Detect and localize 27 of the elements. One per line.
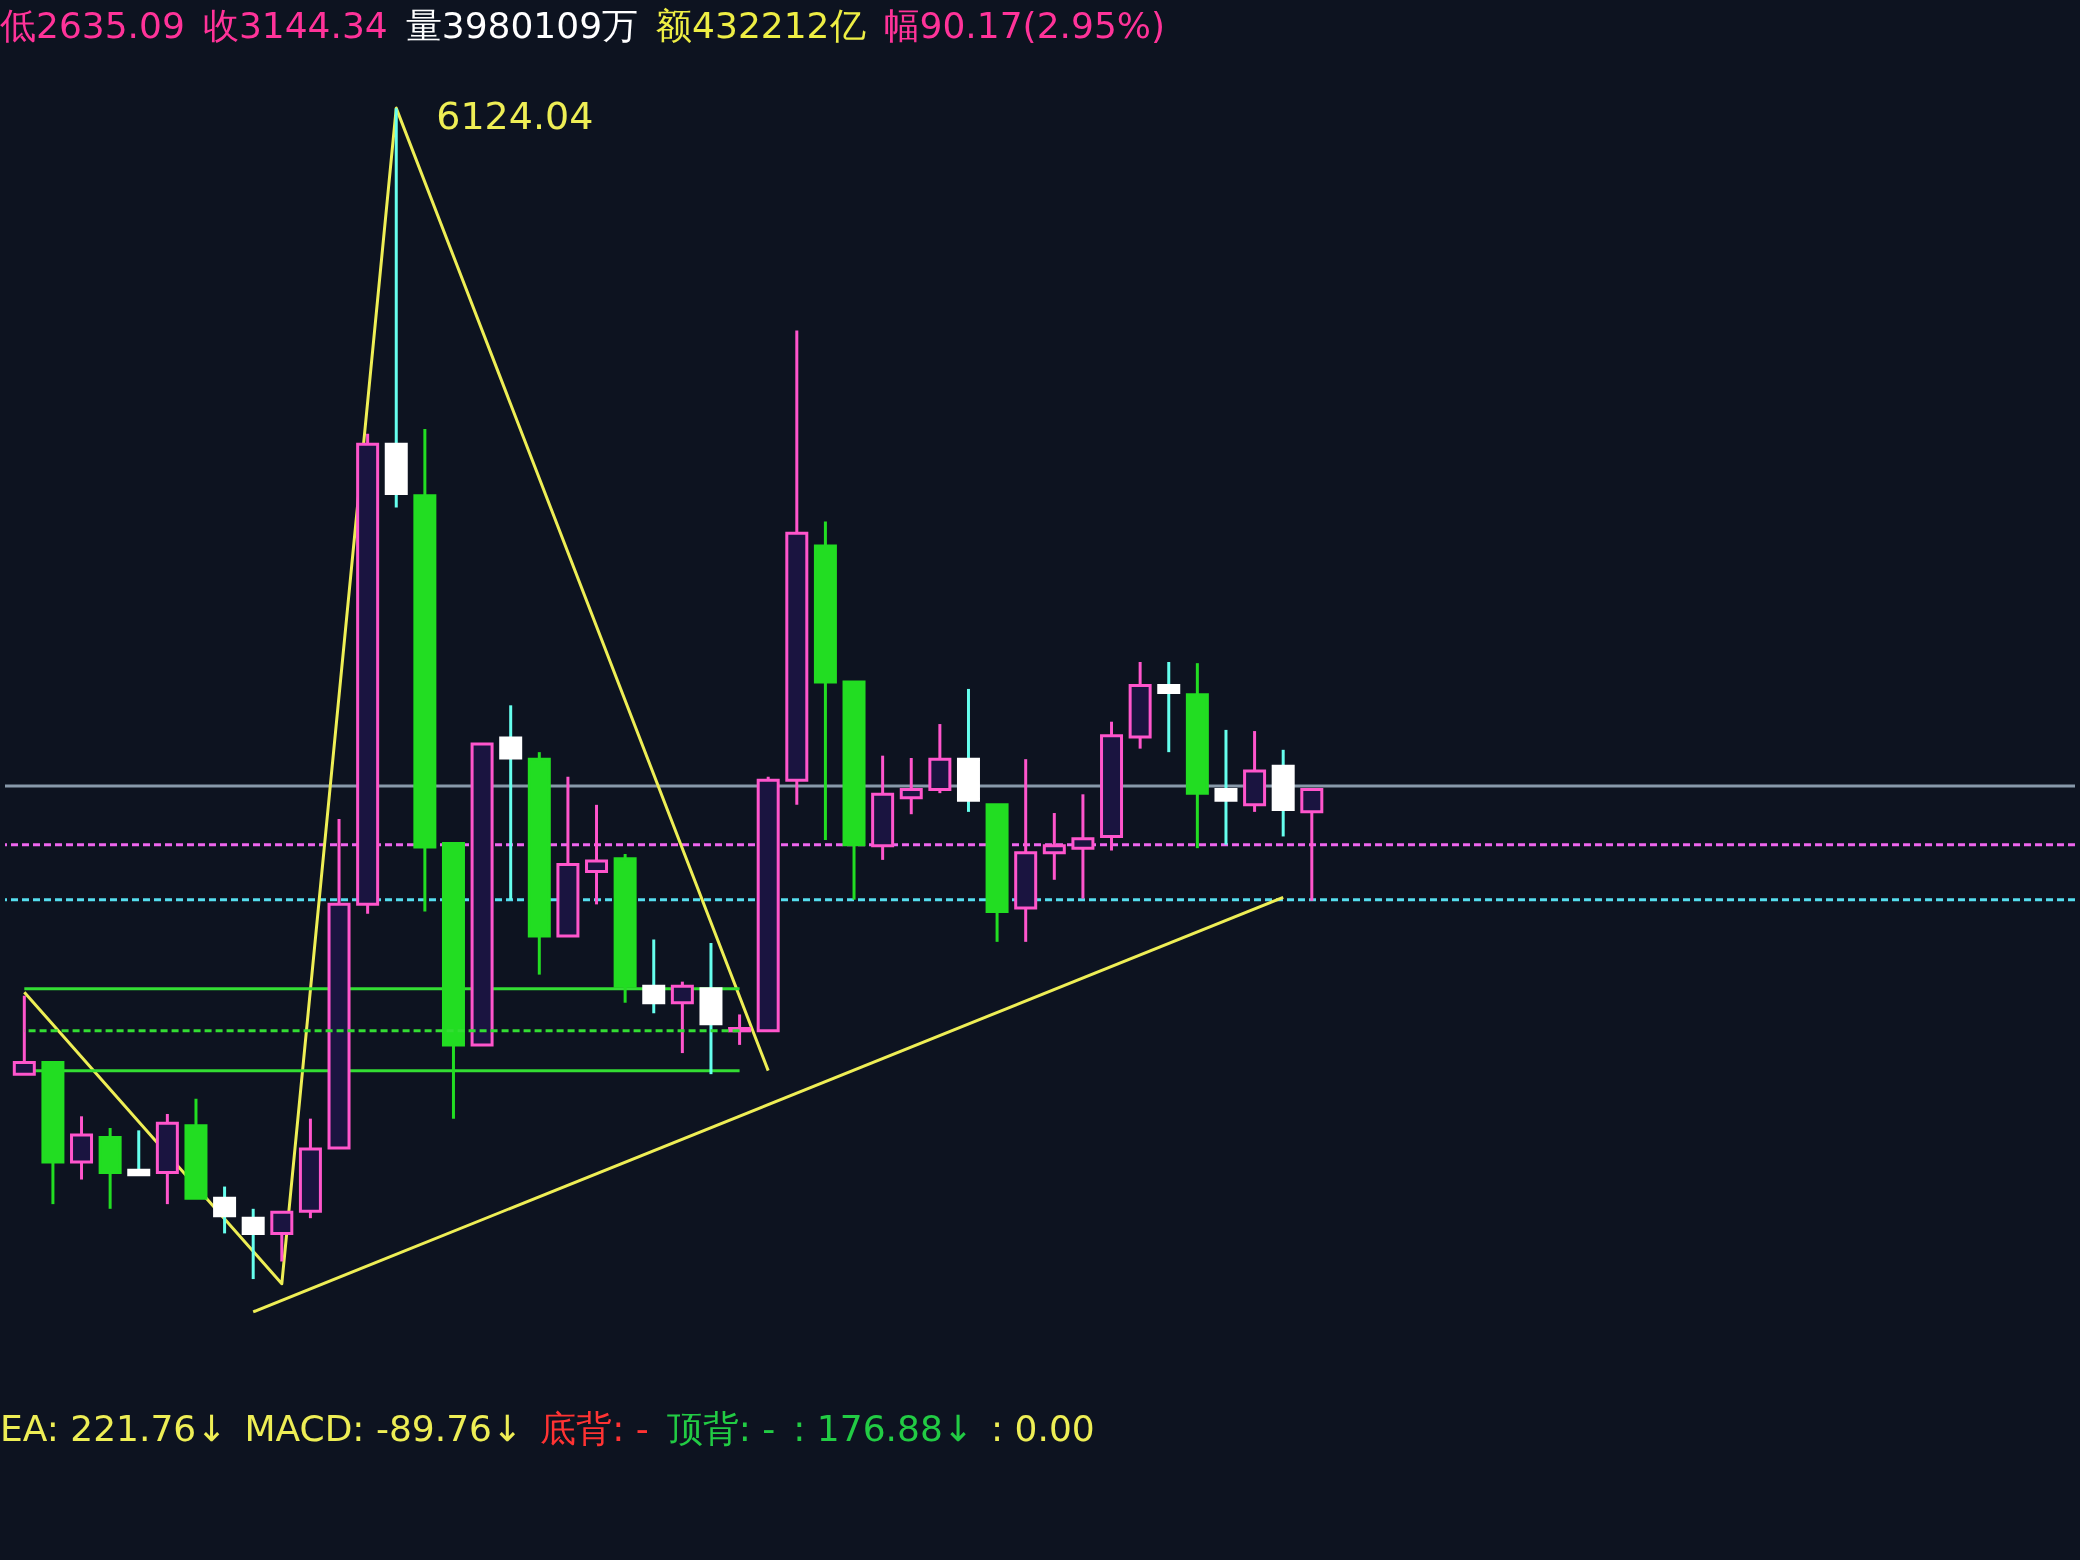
text: 幅90.17(2.95%) <box>883 5 1166 46</box>
candlestick <box>213 1186 237 1234</box>
text: 顶背: - <box>666 1408 776 1449</box>
candlestick <box>241 1207 265 1281</box>
text: 量3980109万 <box>405 5 639 46</box>
candlestick <box>1071 794 1095 899</box>
text: : 176.88↓ <box>793 1408 973 1449</box>
annotation: 6124.04 <box>436 94 594 139</box>
text: 底背: - <box>540 1408 649 1449</box>
candlestick <box>1042 813 1066 880</box>
text: 额432212亿 <box>656 5 866 46</box>
candlestick <box>1214 728 1238 845</box>
candlestick <box>1300 788 1324 901</box>
candlestick <box>270 1210 294 1262</box>
text: EA: 221.76↓ <box>0 1408 227 1449</box>
text: : 0.00 <box>990 1408 1095 1449</box>
text: MACD: -89.76↓ <box>244 1408 523 1449</box>
candlestick <box>670 981 694 1055</box>
text: 低2635.09 <box>0 5 185 46</box>
text: 收3144.34 <box>202 5 388 46</box>
candlestick <box>127 1130 151 1177</box>
candlestick <box>899 758 923 816</box>
candlestick <box>499 705 523 900</box>
candlestick <box>1157 661 1181 754</box>
candlestick <box>642 939 666 1014</box>
candlestick <box>585 803 609 905</box>
candlestick <box>12 995 36 1076</box>
